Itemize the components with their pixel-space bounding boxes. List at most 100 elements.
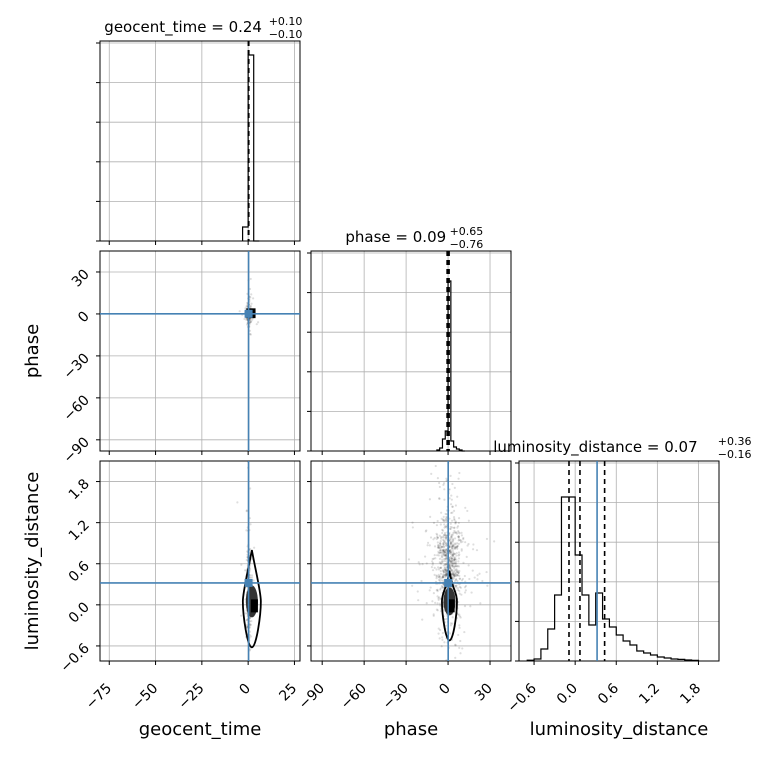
panel-luminosity_distance-vs-phase-sample-537 bbox=[437, 596, 441, 599]
panel-luminosity_distance-vs-phase-sample-862 bbox=[445, 574, 448, 577]
panel-luminosity_distance-vs-phase-sample-58 bbox=[440, 551, 443, 554]
panel-luminosity_distance-vs-phase-sample-783 bbox=[460, 579, 464, 582]
panel-luminosity_distance-vs-phase-sample-493 bbox=[459, 652, 462, 655]
panel-luminosity_distance-vs-phase-sample-576 bbox=[458, 538, 461, 541]
panel-luminosity_distance-vs-phase-sample-673 bbox=[439, 604, 442, 607]
panel-luminosity_distance-vs-geocent_time-frame bbox=[99, 460, 301, 662]
panel-luminosity_distance-vs-phase-sample-709 bbox=[451, 482, 454, 486]
panel-luminosity_distance-vs-phase-sample-614 bbox=[451, 544, 454, 547]
panel-luminosity_distance-vs-phase-sample-800 bbox=[456, 586, 459, 590]
panel-luminosity_distance-vs-phase-sample-392 bbox=[458, 615, 461, 618]
panel-luminosity_distance-vs-phase-sample-272 bbox=[451, 545, 454, 548]
panel-luminosity_distance-vs-phase-sample-66 bbox=[440, 560, 444, 563]
panel-luminosity_distance-vs-phase-sample-298 bbox=[424, 555, 427, 558]
panel-luminosity_distance-vs-phase-sample-545 bbox=[455, 558, 458, 561]
panel-luminosity_distance-vs-phase-sample-167 bbox=[459, 639, 462, 643]
panel-luminosity_distance-vs-phase-sample-551 bbox=[438, 566, 442, 569]
panel-luminosity_distance-vs-phase-sample-368 bbox=[449, 564, 452, 568]
panel-phase-vs-geocent_time-sample-17 bbox=[256, 321, 260, 324]
panel-luminosity_distance-vs-phase-sample-321 bbox=[457, 554, 460, 557]
panel-luminosity_distance-vs-phase-sample-47 bbox=[445, 538, 448, 541]
panel-luminosity_distance-vs-phase-sample-441 bbox=[439, 549, 442, 552]
panel-luminosity_distance-vs-phase-sample-62 bbox=[453, 531, 456, 534]
panel-luminosity_distance-vs-phase-sample-818 bbox=[438, 602, 442, 605]
panel-luminosity_distance-vs-phase-sample-60 bbox=[420, 579, 423, 583]
panel-luminosity_distance-vs-phase-sample-203 bbox=[451, 569, 454, 572]
panel-luminosity_distance-vs-phase-sample-222 bbox=[449, 541, 453, 545]
panel-luminosity_distance-vs-phase-sample-661 bbox=[445, 477, 448, 480]
panel-luminosity_distance-vs-phase-sample-575 bbox=[455, 546, 459, 549]
panel-phase-vs-geocent_time-sample-148 bbox=[250, 302, 253, 305]
panel-luminosity_distance-vs-geocent_time-sample-160 bbox=[250, 574, 254, 577]
panel-luminosity_distance-vs-phase-sample-802 bbox=[452, 562, 455, 565]
panel-luminosity_distance-vs-phase-sample-64 bbox=[453, 552, 456, 556]
panel-luminosity_distance-vs-phase-sample-269 bbox=[443, 567, 446, 570]
panel-luminosity_distance-vs-phase-sample-501 bbox=[433, 566, 436, 570]
panel-luminosity_distance-vs-phase-sample-40 bbox=[457, 565, 461, 568]
panel-phase-vs-geocent_time-ytick-label-1: −60 bbox=[61, 392, 93, 424]
panel-luminosity_distance-vs-phase-sample-865 bbox=[438, 481, 441, 485]
panel-luminosity_distance-vs-phase-sample-403 bbox=[451, 505, 454, 508]
panel-luminosity_distance-vs-phase-sample-190 bbox=[453, 558, 456, 561]
panel-luminosity_distance-vs-phase-sample-86 bbox=[486, 584, 489, 587]
panel-luminosity_distance-vs-phase-sample-574 bbox=[453, 571, 456, 574]
panel-luminosity_distance-vs-phase-sample-181 bbox=[454, 522, 457, 525]
panel-luminosity_distance-vs-phase-sample-118 bbox=[435, 568, 438, 571]
panel-luminosity_distance-vs-phase-sample-68 bbox=[456, 544, 459, 547]
panel-luminosity_distance-vs-phase-sample-785 bbox=[437, 544, 440, 547]
panel-luminosity_distance-vs-phase-sample-241 bbox=[442, 575, 445, 578]
panel-luminosity_distance-vs-phase-sample-896 bbox=[449, 552, 452, 556]
panel-luminosity_distance-vs-phase-sample-353 bbox=[452, 516, 456, 519]
panel-luminosity_distance-vs-phase-sample-192 bbox=[444, 557, 448, 561]
panel-luminosity_distance-vs-phase-sample-828 bbox=[438, 497, 441, 500]
panel-luminosity_distance-vs-phase-sample-840 bbox=[457, 531, 460, 534]
panel-luminosity_distance-vs-phase-sample-685 bbox=[445, 542, 448, 545]
panel-luminosity_distance-vs-phase-sample-109 bbox=[453, 542, 457, 545]
panel-luminosity_distance-vs-phase-sample-597 bbox=[445, 526, 448, 529]
panel-luminosity_distance-vs-phase-sample-863 bbox=[444, 570, 448, 573]
panel-luminosity_distance-vs-phase-sample-120 bbox=[442, 518, 445, 521]
panel-luminosity_distance-vs-phase-sample-610 bbox=[435, 532, 438, 535]
panel-luminosity_distance-vs-phase-sample-228 bbox=[451, 545, 454, 549]
panel-luminosity_distance-vs-phase-sample-91 bbox=[442, 553, 445, 556]
panel-luminosity_distance-vs-phase-sample-200 bbox=[436, 602, 439, 605]
panel-luminosity_distance-vs-phase-sample-548 bbox=[452, 544, 455, 547]
panel-luminosity_distance-vs-phase-sample-330 bbox=[442, 538, 445, 542]
panel-luminosity_distance-vs-phase-sample-263 bbox=[450, 542, 453, 546]
panel-luminosity_distance-vs-phase-sample-526 bbox=[428, 544, 431, 547]
panel-luminosity_distance-vs-phase-sample-74 bbox=[454, 643, 457, 646]
panel-phase-vs-geocent_time-sample-123 bbox=[238, 310, 241, 313]
panel-luminosity_distance-vs-phase-sample-584 bbox=[450, 511, 453, 515]
panel-luminosity_distance-hist-title-minus: −0.16 bbox=[718, 448, 752, 461]
panel-luminosity_distance-vs-phase-sample-461 bbox=[440, 511, 443, 514]
panel-luminosity_distance-vs-geocent_time-sample-229 bbox=[253, 546, 256, 549]
panel-luminosity_distance-vs-phase-sample-740 bbox=[453, 546, 456, 549]
panel-phase-vs-geocent_time-sample-82 bbox=[245, 323, 249, 326]
panel-luminosity_distance-vs-geocent_time-ytick-label-4: 1.8 bbox=[66, 476, 93, 503]
panel-luminosity_distance-vs-phase-sample-700 bbox=[441, 638, 444, 641]
panel-luminosity_distance-vs-phase-sample-87 bbox=[411, 521, 414, 524]
panel-luminosity_distance-vs-phase-sample-819 bbox=[450, 561, 453, 564]
panel-luminosity_distance-vs-geocent_time-sample-161 bbox=[250, 576, 254, 579]
panel-luminosity_distance-vs-phase-sample-184 bbox=[442, 543, 445, 546]
panel-luminosity_distance-vs-phase-sample-37 bbox=[449, 566, 452, 570]
panel-luminosity_distance-vs-phase-sample-582 bbox=[465, 555, 468, 558]
panel-luminosity_distance-vs-phase-sample-539 bbox=[449, 503, 453, 506]
panel-luminosity_distance-vs-phase-sample-425 bbox=[431, 569, 435, 572]
panel-luminosity_distance-vs-phase-sample-3 bbox=[454, 586, 458, 589]
panel-luminosity_distance-vs-phase-sample-666 bbox=[438, 551, 441, 554]
panel-luminosity_distance-vs-phase-sample-532 bbox=[459, 616, 462, 619]
panel-luminosity_distance-vs-phase-sample-629 bbox=[467, 564, 470, 567]
panel-luminosity_distance-vs-phase-sample-884 bbox=[442, 482, 446, 485]
panel-luminosity_distance-vs-phase-sample-805 bbox=[456, 495, 459, 498]
panel-luminosity_distance-vs-geocent_time-ytick-label-0: −0.6 bbox=[57, 640, 92, 675]
panel-luminosity_distance-vs-phase-sample-452 bbox=[458, 624, 461, 627]
panel-phase-vs-geocent_time-sample-26 bbox=[250, 293, 253, 296]
panel-luminosity_distance-vs-phase-sample-280 bbox=[444, 525, 447, 528]
panel-luminosity_distance-vs-phase-sample-95 bbox=[450, 535, 453, 539]
panel-luminosity_distance-vs-phase-sample-84 bbox=[448, 566, 452, 569]
panel-luminosity_distance-vs-phase-sample-364 bbox=[454, 545, 457, 549]
panel-luminosity_distance-vs-phase-sample-111 bbox=[453, 584, 457, 588]
panel-luminosity_distance-vs-phase-sample-411 bbox=[449, 622, 452, 625]
